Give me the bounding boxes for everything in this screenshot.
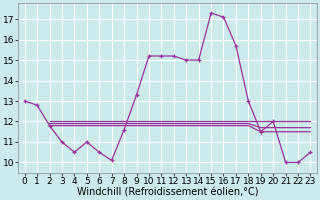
X-axis label: Windchill (Refroidissement éolien,°C): Windchill (Refroidissement éolien,°C) <box>77 187 258 197</box>
